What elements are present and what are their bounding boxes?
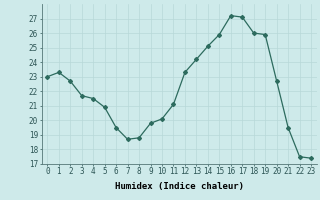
X-axis label: Humidex (Indice chaleur): Humidex (Indice chaleur) <box>115 182 244 191</box>
